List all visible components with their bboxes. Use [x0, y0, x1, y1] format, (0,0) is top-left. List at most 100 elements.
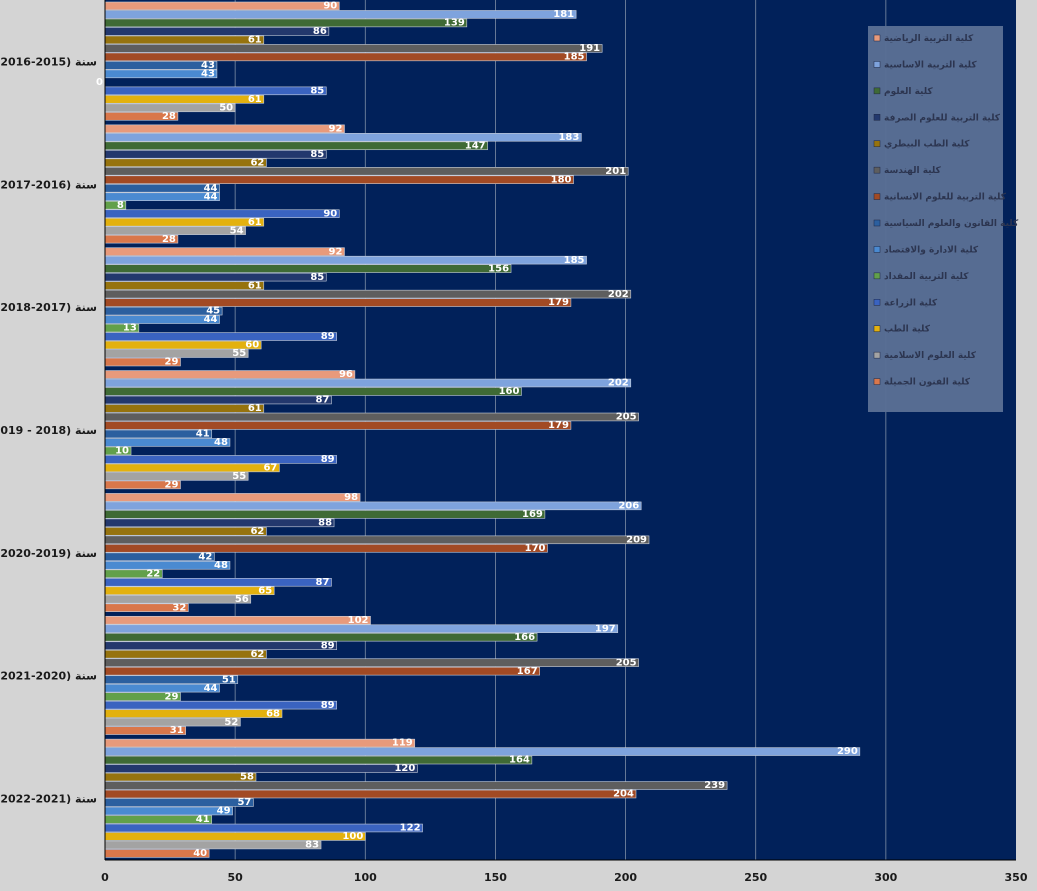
bar	[104, 272, 327, 282]
bar	[104, 298, 572, 307]
bar-value-label: 88	[318, 517, 332, 528]
category-label: سنة (2016-2017)	[0, 178, 97, 191]
bar-value-label: 87	[316, 395, 330, 406]
bar-value-label: 51	[222, 674, 236, 685]
bar-value-label: 92	[329, 123, 343, 134]
legend-label: كلية الهندسة	[884, 166, 942, 176]
bar-value-label: 169	[522, 509, 543, 520]
legend-swatch	[873, 219, 881, 227]
legend-label: كلية الزراعة	[884, 298, 938, 308]
bar-value-label: 57	[237, 797, 251, 808]
bar	[104, 535, 650, 545]
legend-label: كلية الطب البيطري	[884, 140, 970, 150]
bar	[104, 624, 619, 633]
x-tick-label: 250	[744, 871, 767, 884]
bar-value-label: 85	[310, 85, 324, 96]
bar-value-label: 290	[837, 746, 858, 757]
bar	[104, 10, 577, 19]
legend-label: كلية القانون والعلوم السياسية	[884, 219, 1019, 229]
bar	[104, 1, 340, 11]
legend-label: كلية الطب	[884, 325, 931, 335]
x-tick-label: 350	[1005, 871, 1028, 884]
bar-value-label: 170	[525, 543, 546, 554]
bar-value-label: 8	[117, 200, 124, 211]
bar	[104, 158, 267, 168]
bar-value-label: 29	[165, 357, 179, 368]
bar-value-label: 87	[316, 577, 330, 588]
legend-swatch	[873, 114, 881, 121]
bar	[104, 264, 512, 273]
category-label: سنة (2021-2022)	[0, 793, 97, 806]
bar-value-label: 45	[206, 306, 220, 317]
bar-value-label: 83	[305, 840, 319, 851]
bar-value-label: 48	[214, 560, 228, 571]
bar-value-label: 61	[248, 94, 262, 105]
x-tick-label: 50	[227, 871, 243, 884]
bar	[104, 832, 366, 841]
bar-value-label: 92	[329, 246, 343, 257]
bar-value-label: 160	[499, 386, 520, 397]
legend: كلية التربية الرياضية كلية التربية الاساس…	[868, 26, 1019, 412]
bar-value-label: 62	[250, 526, 264, 537]
bar-value-label: 61	[248, 280, 262, 291]
legend-swatch	[873, 299, 881, 306]
bar	[104, 378, 632, 388]
legend-swatch	[873, 193, 881, 200]
bar	[104, 281, 265, 290]
bar-value-label: 180	[551, 174, 572, 185]
bar	[104, 561, 231, 570]
legend-swatch	[873, 246, 881, 253]
bar-value-label: 28	[162, 111, 176, 122]
bar-value-label: 89	[321, 700, 335, 711]
bar	[104, 86, 327, 96]
bar-value-label: 0	[96, 77, 103, 88]
bar-value-label: 61	[248, 403, 262, 414]
bar-value-label: 43	[201, 60, 215, 71]
bar-value-label: 209	[626, 534, 647, 545]
bar	[104, 658, 639, 667]
bar	[104, 150, 327, 159]
data-labels: 2850618504343185191618613918190285461908…	[96, 1, 858, 860]
bar-value-label: 54	[230, 225, 244, 236]
legend-label: كلية الفنون الجميلة	[884, 378, 971, 388]
bar-value-label: 61	[248, 217, 262, 228]
bar-value-label: 185	[564, 255, 585, 266]
bar	[104, 764, 418, 773]
bar-value-label: 90	[323, 208, 337, 219]
bar	[104, 52, 587, 62]
bar-value-label: 120	[394, 763, 415, 774]
bar-value-label: 98	[344, 492, 358, 503]
bar-value-label: 102	[348, 615, 369, 626]
bar-value-label: 44	[204, 683, 218, 694]
legend-swatch	[873, 351, 881, 359]
bar-value-label: 49	[217, 806, 231, 817]
bar-value-label: 31	[170, 725, 184, 736]
bar-value-label: 139	[444, 18, 465, 29]
bar-value-label: 89	[321, 331, 335, 342]
bar-value-label: 167	[517, 666, 538, 677]
legend-label: كلية التربية الاساسية	[884, 60, 977, 70]
bar	[104, 133, 582, 142]
category-label: سنة (2020-2021)	[0, 670, 97, 683]
bar	[104, 501, 642, 511]
bar-value-label: 56	[235, 594, 249, 605]
legend-swatch	[873, 87, 881, 95]
bar	[104, 35, 265, 45]
bar-value-label: 201	[605, 166, 626, 177]
bar	[104, 370, 356, 379]
bar	[104, 455, 337, 464]
bar-value-label: 202	[608, 289, 629, 300]
bar-value-label: 96	[339, 369, 353, 380]
legend-swatch	[873, 61, 881, 68]
bar-value-label: 68	[266, 708, 280, 719]
bar-value-label: 185	[564, 52, 585, 63]
bar-value-label: 48	[214, 437, 228, 448]
bar	[104, 840, 322, 850]
bar-value-label: 29	[165, 480, 179, 491]
bar-value-label: 52	[224, 717, 238, 728]
bar-value-label: 85	[310, 149, 324, 160]
category-label: سنة (2018 - 2019)	[0, 424, 97, 437]
bar-value-label: 43	[201, 69, 215, 80]
